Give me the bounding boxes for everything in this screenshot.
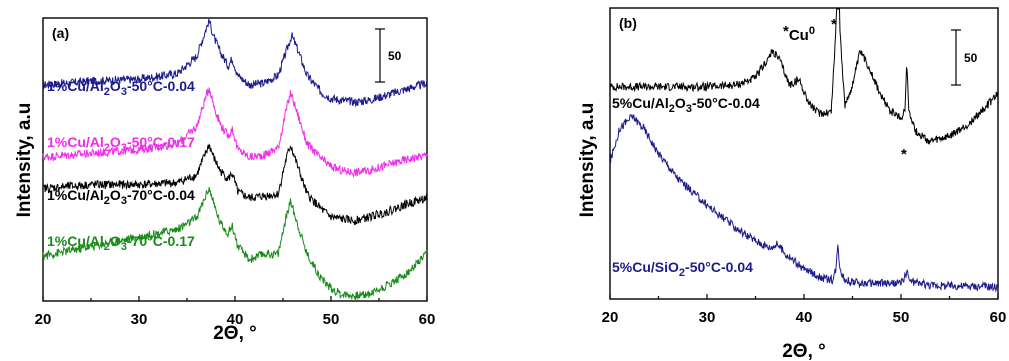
panel-a-series-lines <box>42 18 428 301</box>
panel-b-series-label-2: 5%Cu/SiO2-50°C-0.04 <box>612 259 753 279</box>
panel-a-series-label-2-sub3: 3 <box>121 142 127 154</box>
panel-b-cu0-annotation: *Cu0 <box>783 23 815 44</box>
panel-a-series-label-2: 1%Cu/Al2O3-50°C-0.17 <box>47 134 195 154</box>
panel-b: (b) 20 30 40 50 60 2Θ, ° Intensity, a.u 50 *… <box>577 7 1007 361</box>
panel-a-series-line-4 <box>42 187 428 301</box>
panel-b-label: (b) <box>619 15 637 31</box>
panel-b-series-label-1-sub3: 3 <box>686 103 692 115</box>
panel-b-series-label-1: 5%Cu/Al2O3-50°C-0.04 <box>612 95 760 115</box>
panel-b-peak-star-1: * <box>831 16 837 33</box>
panel-a-y-axis-title: Intensity, a.u <box>14 103 35 218</box>
panel-a-series-label-3-mid: O <box>110 187 121 203</box>
panel-a-x-axis-title: 2Θ, ° <box>213 323 257 344</box>
panel-a-series-label-4-sub3: 3 <box>121 241 127 253</box>
panel-a-series-label-4-sub2: 2 <box>104 241 110 253</box>
panel-b-x-tick-label-50: 50 <box>893 309 910 326</box>
panel-a-series-label-1-sub2: 2 <box>104 86 110 98</box>
panel-a: (a) 20 30 40 50 60 2Θ, ° Intensity, a.u 50 1… <box>14 17 436 344</box>
panel-a-label: (a) <box>52 25 69 41</box>
panel-a-series-label-4: 1%Cu/Al2O3-70°C-0.17 <box>47 233 195 253</box>
panel-b-x-axis-title: 2Θ, ° <box>782 341 826 361</box>
panel-a-series-label-1-pre: 1%Cu/Al <box>47 78 104 94</box>
panel-b-cu0-star: * <box>783 23 789 40</box>
panel-a-series-label-1-post: -50°C-0.04 <box>127 78 195 94</box>
panel-b-series-line-1 <box>609 8 999 145</box>
panel-b-series-label-2-post: -50°C-0.04 <box>685 259 753 275</box>
panel-a-series-label-3-pre: 1%Cu/Al <box>47 187 104 203</box>
panel-a-series-label-3-sub3: 3 <box>121 195 127 207</box>
panel-b-cu0-sup: 0 <box>809 25 815 37</box>
panel-b-series-lines <box>609 8 999 293</box>
panel-a-x-tick-label-60: 60 <box>419 311 436 328</box>
panel-a-series-label-2-sub2: 2 <box>104 142 110 154</box>
panel-a-x-tick-label-50: 50 <box>323 311 340 328</box>
panel-a-x-tick-label-30: 30 <box>131 311 148 328</box>
panel-b-series-line-2 <box>609 114 999 293</box>
panel-a-x-tick-label-40: 40 <box>227 311 244 328</box>
panel-a-series-label-2-pre: 1%Cu/Al <box>47 134 104 150</box>
panel-b-series-label-1-post: -50°C-0.04 <box>692 95 760 111</box>
panel-a-series-label-4-mid: O <box>110 233 121 249</box>
panel-b-series-label-1-sub2: 2 <box>669 103 675 115</box>
panel-a-series-line-1 <box>42 18 428 108</box>
panel-a-series-label-1-mid: O <box>110 78 121 94</box>
panel-b-x-tick-label-20: 20 <box>602 309 619 326</box>
panel-a-series-label-2-mid: O <box>110 134 121 150</box>
panel-a-x-tick-label-20: 20 <box>35 311 52 328</box>
panel-b-plot-frame <box>609 7 999 300</box>
panel-a-series-label-1-sub3: 3 <box>121 86 127 98</box>
panel-a-scale-bar: 50 <box>375 28 402 83</box>
panel-a-series-label-4-post: -70°C-0.17 <box>127 233 195 249</box>
panel-b-cu0-text: Cu <box>789 27 809 44</box>
panel-b-y-axis-title: Intensity, a.u <box>577 103 598 218</box>
panel-b-series-label-2-sub2: 2 <box>679 267 685 279</box>
panel-b-scale-bar-label: 50 <box>964 51 978 65</box>
panel-b-series-label-2-pre: 5%Cu/SiO <box>612 259 679 275</box>
panel-b-x-tick-label-30: 30 <box>699 309 716 326</box>
panel-a-scale-bar-label: 50 <box>388 49 402 63</box>
panel-b-peak-star-2: * <box>901 146 907 163</box>
panel-a-x-ticks: 20 30 40 50 60 <box>35 296 436 328</box>
panel-b-scale-bar: 50 <box>951 29 978 86</box>
panel-a-series-line-2 <box>42 87 428 178</box>
panel-a-series-label-4-pre: 1%Cu/Al <box>47 233 104 249</box>
panel-a-plot-frame <box>42 17 428 302</box>
panel-a-series-label-3-sub2: 2 <box>104 195 110 207</box>
panel-b-x-tick-label-60: 60 <box>990 309 1007 326</box>
panel-b-series-label-1-mid: O <box>675 95 686 111</box>
panel-a-series-label-3: 1%Cu/Al2O3-70°C-0.04 <box>47 187 195 207</box>
panel-a-series-label-1: 1%Cu/Al2O3-50°C-0.04 <box>47 78 195 98</box>
panel-a-series-label-2-post: -50°C-0.17 <box>127 134 195 150</box>
panel-a-series-label-3-post: -70°C-0.04 <box>127 187 195 203</box>
panel-b-x-tick-label-40: 40 <box>796 309 813 326</box>
panel-a-series-line-3 <box>42 143 428 226</box>
panel-b-x-ticks: 20 30 40 50 60 <box>602 294 1007 326</box>
panel-b-series-label-1-pre: 5%Cu/Al <box>612 95 669 111</box>
